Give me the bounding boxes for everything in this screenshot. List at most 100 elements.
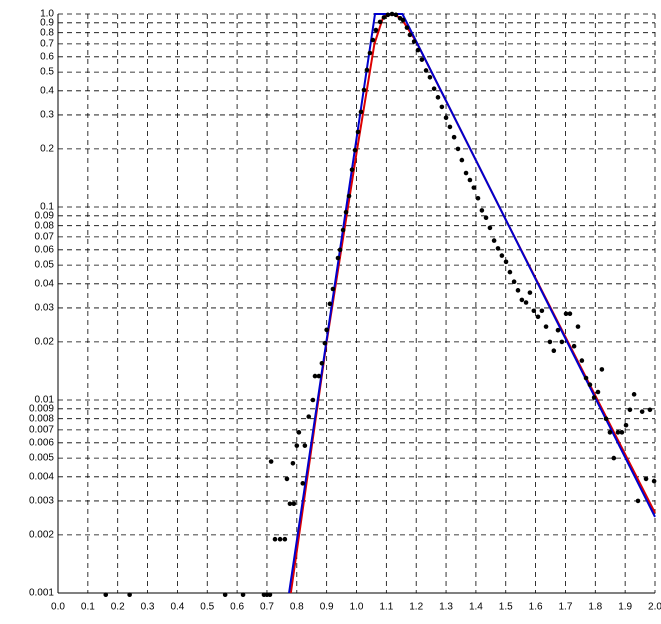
data-point [507,269,513,275]
data-point [103,592,109,597]
data-point [431,86,437,92]
data-point [447,124,453,130]
y-tick-label: 0.007 [29,425,54,436]
data-point [377,19,383,25]
data-point [491,238,497,243]
data-point [284,476,290,482]
y-tick-label: 0.03 [35,303,55,314]
data-point [535,314,541,320]
data-point [583,375,589,381]
data-point [519,297,525,303]
data-point [370,37,376,43]
y-tick-label: 0.009 [29,403,54,414]
data-point [635,498,641,504]
data-point [607,430,613,435]
y-tick-label: 0.8 [40,27,54,38]
data-point [571,343,577,349]
data-point [272,536,278,542]
data-point [306,414,312,419]
data-point [451,134,457,140]
x-tick-label: 1.3 [439,602,453,613]
data-point [587,382,593,388]
data-point [310,397,316,403]
fit-line [288,13,656,594]
x-tick-label: 1.9 [618,602,632,613]
data-point [291,501,297,507]
data-point [361,87,367,93]
data-point [393,12,399,18]
data-point [483,215,489,221]
data-point [459,157,465,163]
y-tick-label: 0.6 [40,51,54,62]
data-point [531,308,537,314]
data-point [643,476,649,482]
data-point [479,208,485,213]
data-point [487,225,493,231]
data-point [455,146,461,152]
data-point [579,358,585,363]
x-tick-label: 1.7 [558,602,572,613]
data-point [407,32,413,38]
y-tick-label: 0.003 [29,496,54,507]
data-point [599,367,605,372]
data-point [316,373,322,379]
data-point [415,47,421,53]
y-tick-label: 1.0 [40,9,54,20]
data-point [290,460,296,466]
data-point [443,115,449,121]
data-point [619,430,625,435]
data-point [511,279,517,285]
y-tick-label: 0.02 [35,337,55,348]
data-point [439,104,445,110]
data-point [615,430,621,435]
data-point [349,167,355,173]
x-tick-label: 1.8 [588,602,602,613]
data-point [373,27,379,33]
data-point [330,286,336,292]
data-point [639,409,645,414]
x-tick-label: 0.4 [170,602,184,613]
y-tick-label: 0.002 [29,530,54,541]
y-tick-label: 0.08 [35,220,55,231]
data-point [623,422,629,428]
data-point [555,327,561,333]
x-tick-label: 1.1 [379,602,393,613]
data-point [296,430,302,435]
data-point [515,288,521,293]
data-point [603,416,609,422]
data-point [400,17,406,23]
data-point [312,373,318,379]
x-tick-label: 1.6 [529,602,543,613]
x-tick-label: 0.5 [200,602,214,613]
data-point [523,300,529,305]
data-point [467,177,473,183]
data-point [543,324,549,329]
x-tick-label: 1.2 [409,602,423,613]
x-tick-label: 1.4 [469,602,483,613]
y-tick-label: 0.05 [35,260,55,271]
data-point [335,255,341,261]
data-point [551,348,557,354]
data-point [475,195,481,201]
y-tick-label: 0.09 [35,210,55,221]
data-point [547,339,553,345]
data-point [647,407,653,413]
x-tick-label: 0.6 [230,602,244,613]
data-point [471,185,477,190]
data-point [427,74,433,80]
y-tick-label: 0.01 [35,395,55,406]
data-point [567,311,573,316]
data-point [343,209,349,215]
y-tick-label: 0.3 [40,110,54,121]
x-tick-label: 0.9 [320,602,334,613]
data-point [381,15,387,20]
data-point [127,592,132,597]
data-point [495,246,501,251]
y-tick-label: 0.005 [29,453,54,464]
data-point [385,12,391,18]
data-point [367,50,373,56]
data-point [282,536,288,542]
data-point [423,68,429,73]
data-point [268,459,274,464]
data-point [300,481,306,486]
